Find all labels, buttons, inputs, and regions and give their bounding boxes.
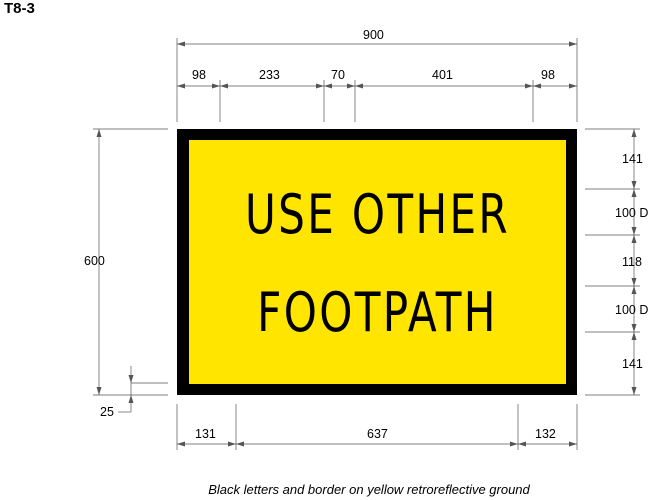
dim-label-bottom-3: 132: [535, 427, 556, 441]
dim-label-right-4: 100 D: [615, 303, 649, 317]
sign-border: USE OTHER FOOTPATH: [177, 129, 577, 395]
dim-label-top-4: 401: [432, 68, 453, 82]
arrow-head: [177, 41, 185, 47]
dim-label-right-1: 141: [622, 152, 643, 166]
dim-label-bottom-2: 637: [367, 427, 388, 441]
dim-label-top-3: 70: [331, 68, 345, 82]
arrow-head: [569, 41, 577, 47]
sign-face: USE OTHER FOOTPATH: [189, 140, 566, 384]
dim-label-top-1: 98: [192, 68, 206, 82]
dim-label-right-3: 118: [622, 255, 642, 269]
dim-label-border: 25: [100, 405, 114, 419]
sign-text-line-1: USE OTHER: [244, 183, 511, 246]
sign-text-line-2: FOOTPATH: [257, 281, 498, 344]
dim-label-right-2: 100 D: [615, 206, 649, 220]
sign-code: T8-3: [4, 0, 35, 17]
caption: Black letters and border on yellow retro…: [208, 482, 530, 497]
dim-label-top-5: 98: [541, 68, 555, 82]
dim-label-bottom-1: 131: [195, 427, 216, 441]
dim-label-overall-width: 900: [363, 28, 384, 42]
dim-label-top-2: 233: [259, 68, 280, 82]
dim-label-right-5: 141: [622, 357, 643, 371]
dim-label-overall-height: 600: [84, 254, 105, 268]
